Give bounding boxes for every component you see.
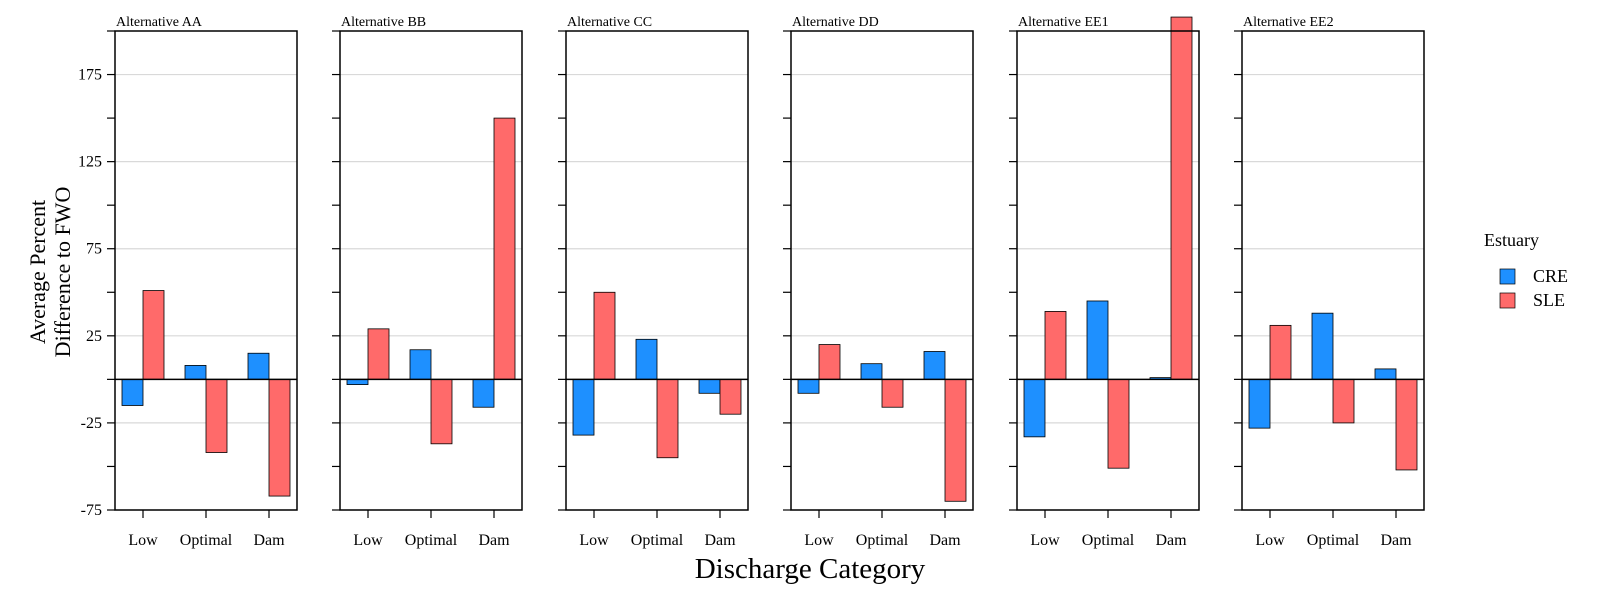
x-tick-label: Optimal bbox=[1082, 532, 1135, 549]
y-tick-label: 75 bbox=[86, 241, 102, 258]
x-tick-label: Optimal bbox=[856, 532, 909, 549]
bar-alternative-bb-sle-dam bbox=[493, 117, 516, 380]
x-tick-label: Low bbox=[1255, 532, 1285, 549]
panel-frame bbox=[1016, 30, 1200, 511]
bar-alternative-bb-cre-dam bbox=[472, 378, 495, 408]
panel-frame bbox=[1241, 30, 1425, 511]
legend-title: Estuary bbox=[1484, 230, 1539, 250]
facet-title: Alternative CC bbox=[567, 15, 652, 30]
x-tick-label: Optimal bbox=[1307, 532, 1360, 549]
bar-alternative-dd-sle-optimal bbox=[881, 378, 904, 408]
bar-alternative-bb-sle-low bbox=[367, 328, 390, 380]
bar-alternative-ee1-cre-low bbox=[1023, 378, 1046, 438]
x-tick-label: Dam bbox=[704, 532, 736, 549]
bar-alternative-cc-cre-low bbox=[572, 378, 595, 436]
legend-label-cre: CRE bbox=[1533, 266, 1568, 286]
y-tick-label: 175 bbox=[78, 67, 102, 84]
bar-alternative-dd-cre-dam bbox=[923, 351, 946, 380]
bar-alternative-dd-cre-low bbox=[797, 378, 820, 394]
y-tick-label: 25 bbox=[86, 328, 102, 345]
facet-title: Alternative BB bbox=[341, 15, 426, 30]
facet-panels: -75 -25 25 75 125 175 Low Optimal Dam Alternative… bbox=[78, 15, 1425, 549]
facet-title: Alternative DD bbox=[792, 15, 879, 30]
x-tick-label: Low bbox=[1030, 532, 1060, 549]
bar-alternative-aa-sle-optimal bbox=[205, 378, 228, 453]
bar-alternative-aa-sle-dam bbox=[268, 378, 291, 497]
bar-alternative-bb-sle-optimal bbox=[430, 378, 453, 445]
x-tick-label: Dam bbox=[478, 532, 510, 549]
facet-alternative-ee1: Low Optimal Dam Alternative EE1 bbox=[1009, 15, 1200, 549]
bar-alternative-ee1-sle-dam bbox=[1170, 16, 1193, 380]
y-tick-label: 125 bbox=[78, 154, 102, 171]
facet-title: Alternative EE2 bbox=[1243, 15, 1334, 30]
bar-alternative-aa-cre-low bbox=[121, 378, 144, 406]
y-tick-label: -75 bbox=[81, 502, 102, 519]
bar-alternative-ee2-sle-dam bbox=[1395, 378, 1418, 471]
x-tick-label: Optimal bbox=[180, 532, 233, 549]
y-axis-title: Average Percent Difference to FWO bbox=[25, 187, 75, 358]
bar-alternative-ee2-sle-low bbox=[1269, 324, 1292, 380]
facet-alternative-aa: -75 -25 25 75 125 175 Low Optimal Dam Alternative… bbox=[78, 15, 298, 549]
bar-alternative-ee2-sle-optimal bbox=[1332, 378, 1355, 424]
y-tick-label: -25 bbox=[81, 415, 102, 432]
bar-alternative-cc-sle-optimal bbox=[656, 378, 679, 459]
x-tick-label: Dam bbox=[253, 532, 285, 549]
y-axis-title-line-2: Difference to FWO bbox=[50, 187, 75, 358]
panel-frame bbox=[114, 30, 298, 511]
bar-alternative-dd-sle-low bbox=[818, 344, 841, 380]
bar-alternative-cc-sle-dam bbox=[719, 378, 742, 415]
legend-swatch-cre bbox=[1499, 268, 1516, 285]
facet-alternative-cc: Low Optimal Dam Alternative CC bbox=[558, 15, 749, 549]
legend-label-sle: SLE bbox=[1533, 290, 1565, 310]
x-tick-label: Optimal bbox=[631, 532, 684, 549]
x-tick-label: Dam bbox=[929, 532, 961, 549]
x-axis-title: Discharge Category bbox=[695, 553, 926, 585]
legend: Estuary CRE SLE bbox=[1484, 230, 1568, 310]
facet-title: Alternative AA bbox=[116, 15, 203, 30]
facet-title: Alternative EE1 bbox=[1018, 15, 1109, 30]
panel-frame bbox=[565, 30, 749, 511]
bar-alternative-ee1-sle-low bbox=[1044, 311, 1067, 380]
x-tick-label: Low bbox=[579, 532, 609, 549]
bar-alternative-aa-cre-optimal bbox=[184, 365, 207, 380]
x-tick-label: Low bbox=[128, 532, 158, 549]
bar-alternative-dd-sle-dam bbox=[944, 378, 967, 502]
x-tick-label: Low bbox=[353, 532, 383, 549]
bar-alternative-aa-cre-dam bbox=[247, 352, 270, 380]
facet-alternative-dd: Low Optimal Dam Alternative DD bbox=[783, 15, 974, 549]
bar-alternative-bb-cre-optimal bbox=[409, 349, 432, 380]
x-tick-label: Dam bbox=[1380, 532, 1412, 549]
panel-frame bbox=[790, 30, 974, 511]
x-tick-label: Dam bbox=[1155, 532, 1187, 549]
bar-alternative-cc-sle-low bbox=[593, 291, 616, 380]
facet-alternative-ee2: Low Optimal Dam Alternative EE2 bbox=[1234, 15, 1425, 549]
legend-swatch-sle bbox=[1499, 292, 1516, 309]
facet-alternative-bb: Low Optimal Dam Alternative BB bbox=[332, 15, 523, 549]
bar-alternative-cc-cre-optimal bbox=[635, 338, 658, 380]
bar-alternative-aa-sle-low bbox=[142, 290, 165, 380]
bar-alternative-ee1-sle-optimal bbox=[1107, 378, 1130, 469]
bar-alternative-ee2-cre-low bbox=[1248, 378, 1271, 429]
y-axis-title-line-1: Average Percent bbox=[25, 200, 50, 344]
bar-alternative-cc-cre-dam bbox=[698, 378, 721, 394]
bar-alternative-ee2-cre-dam bbox=[1374, 368, 1397, 380]
bar-alternative-ee1-cre-optimal bbox=[1086, 300, 1109, 380]
bar-alternative-ee2-cre-optimal bbox=[1311, 312, 1334, 380]
bar-alternative-dd-cre-optimal bbox=[860, 363, 883, 380]
x-tick-label: Optimal bbox=[405, 532, 458, 549]
panel-frame bbox=[339, 30, 523, 511]
x-tick-label: Low bbox=[804, 532, 834, 549]
